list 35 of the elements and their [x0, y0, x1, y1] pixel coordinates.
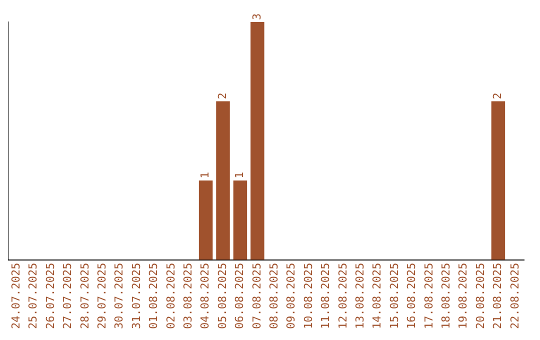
x-tick-label: 31.07.2025	[130, 262, 143, 330]
x-tick-label: 07.08.2025	[250, 262, 264, 330]
x-tick-label: 18.08.2025	[439, 262, 452, 330]
x-tick-label: 30.07.2025	[112, 262, 126, 330]
x-tick-label: 27.07.2025	[61, 262, 74, 330]
x-tick-label: 13.08.2025	[353, 262, 366, 330]
x-tick-label: 02.08.2025	[164, 262, 178, 330]
x-tick-label: 22.08.2025	[508, 262, 522, 330]
x-tick-label: 09.08.2025	[284, 262, 298, 330]
x-tick-label: 05.08.2025	[216, 262, 229, 330]
data-label: 2	[216, 92, 229, 100]
x-tick-label: 03.08.2025	[181, 262, 194, 330]
x-tick-label: 14.08.2025	[370, 262, 384, 330]
x-tick-label: 26.07.2025	[44, 262, 57, 330]
data-label: 3	[250, 13, 264, 20]
data-label: 1	[198, 172, 212, 179]
x-tick-label: 29.07.2025	[95, 262, 108, 330]
x-tick-label: 28.07.2025	[78, 262, 92, 330]
x-tick-label: 11.08.2025	[319, 262, 332, 330]
x-tick-label: 06.08.2025	[233, 262, 246, 330]
x-tick-label: 16.08.2025	[405, 262, 418, 330]
x-tick-label: 15.08.2025	[388, 262, 401, 330]
x-tick-label: 24.07.2025	[9, 262, 22, 330]
x-tick-label: 08.08.2025	[267, 262, 280, 330]
x-tick-label: 21.08.2025	[491, 262, 504, 330]
x-tick-label: 20.08.2025	[474, 262, 487, 330]
x-tick-label: 10.08.2025	[302, 262, 315, 330]
data-label: 1	[233, 172, 246, 179]
x-tick-label: 25.07.2025	[26, 262, 40, 330]
x-tick-label: 19.08.2025	[456, 262, 470, 330]
x-tick-label: 04.08.2025	[198, 262, 212, 330]
x-tick-label: 17.08.2025	[422, 262, 436, 330]
x-tick-label: 01.08.2025	[147, 262, 160, 330]
x-tick-label: 12.08.2025	[336, 262, 350, 330]
data-label: 2	[491, 92, 504, 100]
